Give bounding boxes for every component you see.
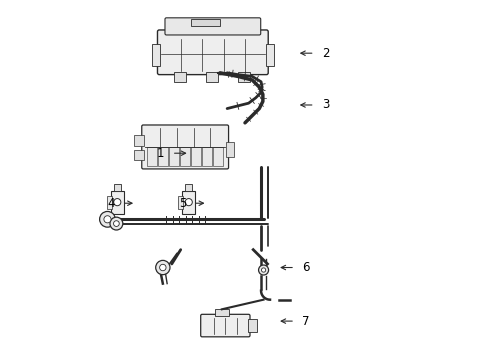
Bar	[248, 319, 257, 332]
Bar	[226, 143, 234, 157]
Bar	[191, 147, 201, 166]
Text: 3: 3	[322, 99, 329, 112]
Bar	[114, 184, 121, 191]
FancyBboxPatch shape	[157, 30, 268, 75]
Bar	[134, 150, 144, 160]
Circle shape	[114, 199, 121, 206]
Bar	[173, 72, 186, 82]
Circle shape	[104, 216, 111, 223]
Text: 2: 2	[322, 47, 329, 60]
Bar	[182, 191, 195, 214]
Bar	[169, 147, 179, 166]
Text: 5: 5	[179, 197, 186, 210]
Bar	[147, 147, 157, 166]
FancyBboxPatch shape	[142, 125, 228, 169]
Circle shape	[99, 211, 115, 227]
Circle shape	[262, 268, 266, 272]
Bar	[192, 19, 220, 26]
FancyBboxPatch shape	[201, 314, 250, 337]
Text: 7: 7	[302, 315, 310, 328]
Bar	[134, 135, 144, 146]
Circle shape	[185, 199, 192, 206]
Bar	[178, 196, 183, 208]
Bar	[213, 147, 223, 166]
Bar	[152, 44, 160, 66]
Bar	[185, 184, 192, 191]
Bar	[215, 309, 229, 316]
Bar	[111, 191, 123, 214]
Bar	[266, 44, 273, 66]
Circle shape	[259, 265, 269, 275]
Text: 6: 6	[302, 261, 310, 274]
Circle shape	[160, 264, 166, 271]
Circle shape	[114, 221, 119, 226]
FancyBboxPatch shape	[165, 18, 261, 35]
Bar	[180, 147, 190, 166]
Circle shape	[156, 260, 170, 275]
Bar	[107, 196, 112, 208]
Bar	[238, 72, 250, 82]
Text: 4: 4	[107, 197, 115, 210]
Text: 1: 1	[157, 147, 165, 160]
Bar	[158, 147, 168, 166]
Bar	[202, 147, 212, 166]
Bar	[206, 72, 218, 82]
Circle shape	[110, 217, 123, 230]
